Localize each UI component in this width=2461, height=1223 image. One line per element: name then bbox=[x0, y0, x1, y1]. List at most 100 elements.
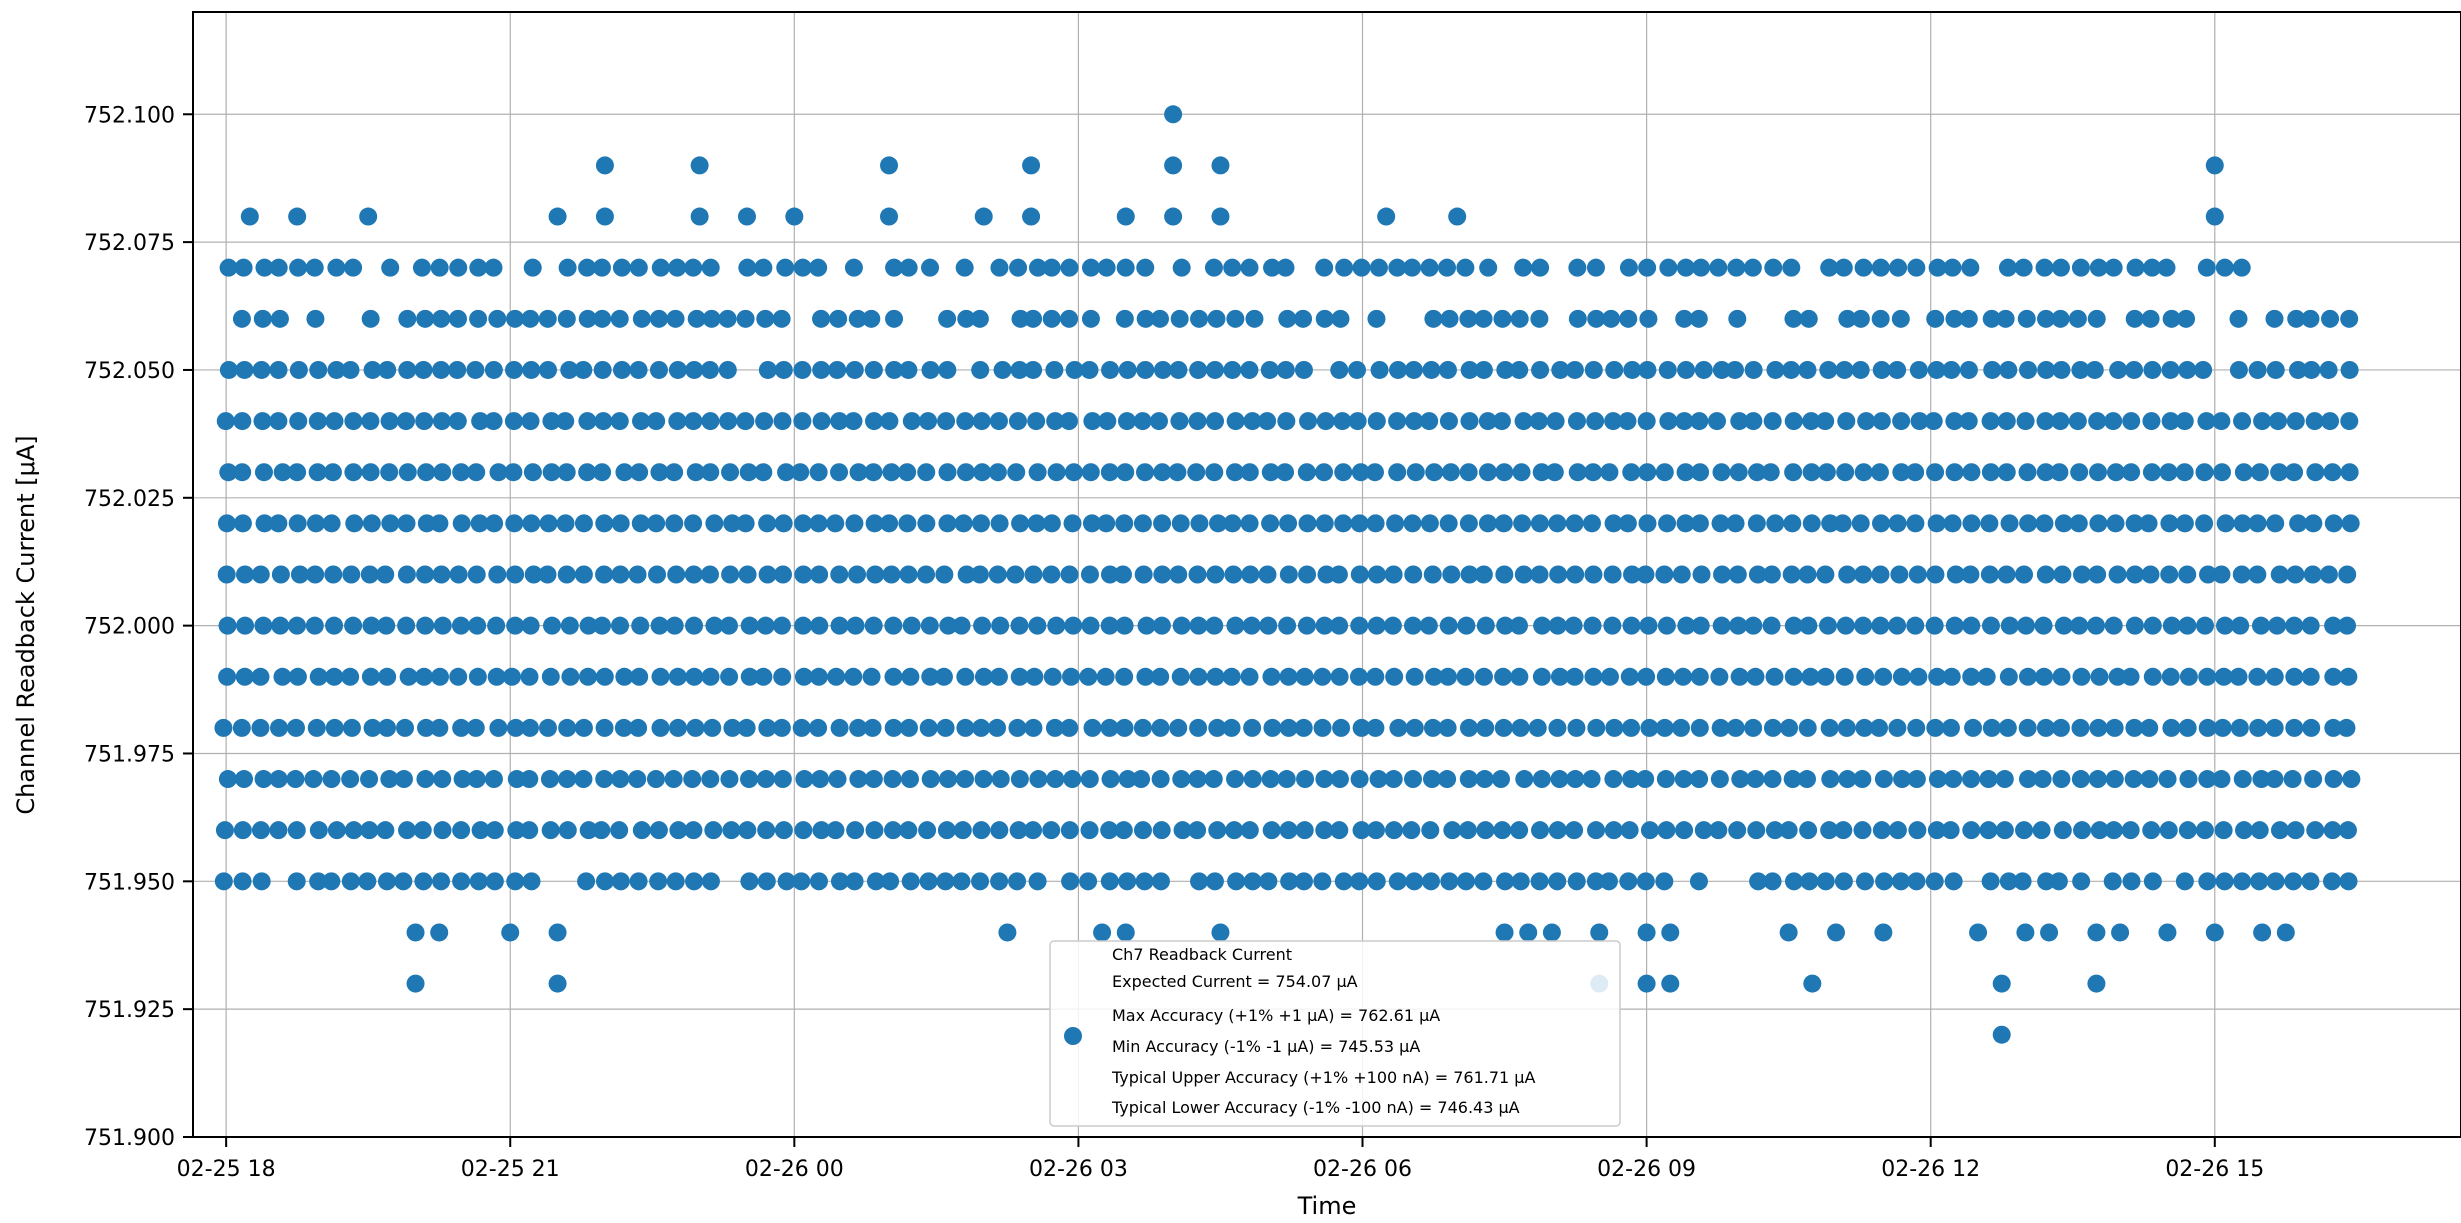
data-point bbox=[561, 667, 580, 686]
data-point bbox=[830, 463, 849, 482]
data-point bbox=[772, 616, 791, 635]
data-point bbox=[955, 258, 974, 277]
data-point bbox=[305, 258, 324, 277]
data-point bbox=[1746, 770, 1765, 789]
data-point bbox=[1926, 565, 1945, 584]
data-point bbox=[901, 667, 920, 686]
data-point bbox=[432, 412, 451, 431]
data-point bbox=[1514, 258, 1533, 277]
data-point bbox=[1908, 565, 1927, 584]
data-point bbox=[2073, 821, 2092, 840]
data-point bbox=[398, 360, 417, 379]
data-point bbox=[2341, 514, 2360, 533]
data-point bbox=[1383, 616, 1402, 635]
data-point bbox=[1565, 821, 1584, 840]
data-point bbox=[1133, 718, 1152, 737]
data-point bbox=[380, 412, 399, 431]
data-point bbox=[669, 821, 688, 840]
data-point bbox=[1330, 360, 1349, 379]
data-point bbox=[2283, 770, 2302, 789]
data-point bbox=[631, 514, 650, 533]
data-point bbox=[1028, 616, 1047, 635]
data-point bbox=[884, 821, 903, 840]
data-point bbox=[251, 565, 270, 584]
data-point bbox=[1151, 872, 1170, 891]
data-point bbox=[2177, 309, 2196, 328]
data-point bbox=[668, 360, 687, 379]
data-point bbox=[1136, 667, 1155, 686]
data-point bbox=[650, 463, 669, 482]
data-point bbox=[2198, 872, 2217, 891]
data-point bbox=[1133, 821, 1152, 840]
data-point bbox=[1943, 258, 1962, 277]
data-point bbox=[538, 309, 557, 328]
data-point bbox=[1172, 616, 1191, 635]
data-point bbox=[866, 565, 885, 584]
data-point bbox=[577, 872, 596, 891]
data-point bbox=[1384, 565, 1403, 584]
data-point bbox=[649, 821, 668, 840]
data-point bbox=[722, 821, 741, 840]
data-point bbox=[809, 718, 828, 737]
data-point bbox=[309, 821, 328, 840]
data-point bbox=[1043, 667, 1062, 686]
data-point bbox=[397, 514, 416, 533]
data-point bbox=[865, 821, 884, 840]
data-point bbox=[1674, 667, 1693, 686]
data-point bbox=[1619, 872, 1638, 891]
data-point bbox=[523, 258, 542, 277]
data-point bbox=[2340, 463, 2359, 482]
data-point bbox=[1009, 258, 1028, 277]
data-point bbox=[1226, 463, 1245, 482]
data-point bbox=[1851, 309, 1870, 328]
data-point bbox=[378, 667, 397, 686]
data-point bbox=[1206, 412, 1225, 431]
data-point bbox=[1619, 309, 1638, 328]
data-point bbox=[885, 309, 904, 328]
data-point bbox=[1442, 565, 1461, 584]
data-point bbox=[777, 463, 796, 482]
data-point bbox=[1926, 309, 1945, 328]
data-point bbox=[360, 770, 379, 789]
data-point bbox=[1779, 821, 1798, 840]
data-point bbox=[2196, 616, 2215, 635]
data-point bbox=[1115, 667, 1134, 686]
data-point bbox=[1495, 923, 1514, 942]
data-point bbox=[1081, 309, 1100, 328]
data-point bbox=[2285, 463, 2304, 482]
data-point bbox=[1010, 616, 1029, 635]
data-point bbox=[1008, 412, 1027, 431]
data-point bbox=[1548, 616, 1567, 635]
data-point bbox=[380, 770, 399, 789]
data-point bbox=[449, 258, 468, 277]
data-point bbox=[1405, 667, 1424, 686]
data-point bbox=[668, 258, 687, 277]
data-point bbox=[1962, 616, 1981, 635]
data-point bbox=[289, 412, 308, 431]
data-point bbox=[774, 514, 793, 533]
data-point bbox=[236, 616, 255, 635]
data-point bbox=[417, 718, 436, 737]
data-point bbox=[740, 616, 759, 635]
data-point bbox=[1422, 770, 1441, 789]
data-point bbox=[990, 872, 1009, 891]
data-point bbox=[1981, 872, 2000, 891]
data-point bbox=[901, 872, 920, 891]
data-point bbox=[719, 412, 738, 431]
data-point bbox=[504, 463, 523, 482]
data-point bbox=[1024, 565, 1043, 584]
data-point bbox=[1060, 821, 1079, 840]
data-point bbox=[773, 667, 792, 686]
data-point bbox=[1509, 616, 1528, 635]
data-point bbox=[1944, 872, 1963, 891]
data-point bbox=[1530, 565, 1549, 584]
data-point bbox=[1404, 565, 1423, 584]
data-point bbox=[288, 667, 307, 686]
data-point bbox=[1352, 258, 1371, 277]
data-point bbox=[1425, 667, 1444, 686]
data-point bbox=[1474, 360, 1493, 379]
data-point bbox=[773, 770, 792, 789]
data-point bbox=[1637, 974, 1656, 993]
data-point bbox=[1835, 360, 1854, 379]
data-point bbox=[1350, 514, 1369, 533]
